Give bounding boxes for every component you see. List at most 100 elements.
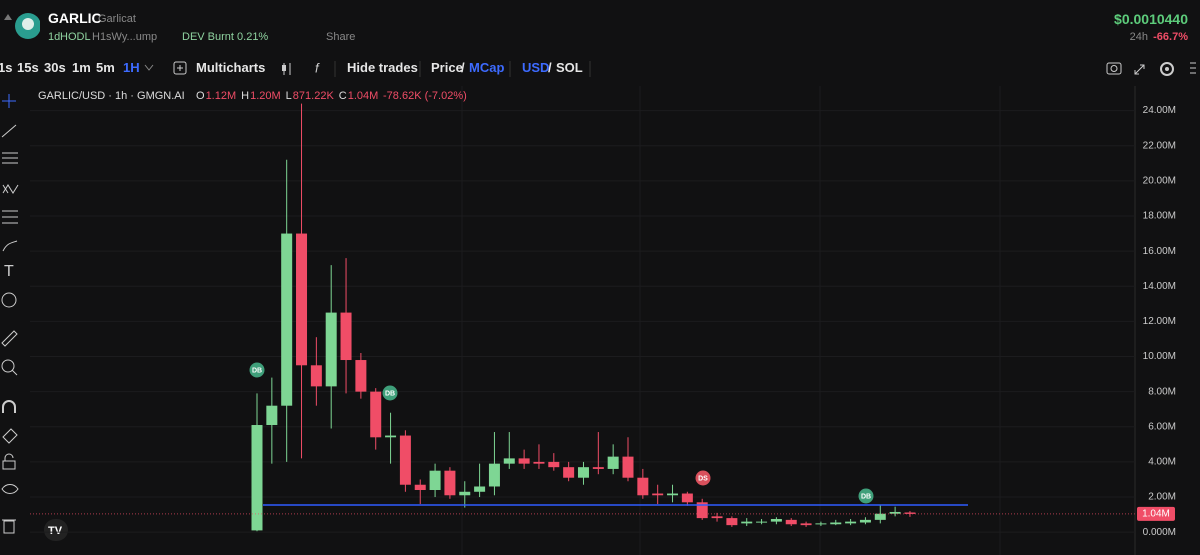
- last-price-label: 1.04M: [1142, 509, 1170, 520]
- y-tick-label: 24.00M: [1143, 105, 1176, 116]
- trade-marker: [249, 362, 265, 378]
- interval[interactable]: 5m: [96, 60, 115, 75]
- candle-body: [815, 523, 827, 525]
- candle-body: [488, 463, 500, 487]
- candle-body: [904, 512, 916, 514]
- candle-body: [266, 405, 278, 426]
- candle-body: [310, 365, 322, 387]
- candle-body: [785, 519, 797, 525]
- token-name: GARLIC: [48, 10, 102, 26]
- trade-marker-label: DB: [252, 367, 262, 374]
- candle-body: [874, 513, 886, 520]
- candle-body: [340, 312, 352, 361]
- interval[interactable]: 30s: [44, 60, 66, 75]
- candle-body: [830, 522, 842, 525]
- y-tick-label: 8.00M: [1148, 386, 1176, 397]
- candle-body: [399, 435, 411, 485]
- candle-body: [577, 467, 589, 478]
- candle-body: [756, 521, 768, 523]
- candle-body: [889, 511, 901, 514]
- candle-body: [592, 467, 604, 469]
- share[interactable]: Share: [326, 31, 356, 43]
- candle-body: [637, 477, 649, 496]
- y-tick-label: 2.00M: [1148, 492, 1176, 503]
- mcap-toggle[interactable]: MCap: [469, 60, 505, 75]
- y-tick-label: 6.00M: [1148, 421, 1176, 432]
- y-tick-label: 16.00M: [1143, 246, 1176, 257]
- change: -66.7%: [1153, 31, 1188, 43]
- candle-body: [325, 312, 337, 387]
- legend-key: H: [241, 90, 249, 102]
- candle-body: [370, 391, 382, 438]
- trade-marker-label: DB: [861, 493, 871, 500]
- interval-active[interactable]: 1H: [123, 60, 140, 75]
- candle-body: [444, 470, 456, 496]
- svg-text:T: T: [4, 263, 14, 280]
- dev-status: DEV Burnt 0.21%: [182, 31, 269, 43]
- y-tick-label: 20.00M: [1143, 175, 1176, 186]
- candle-body: [296, 233, 308, 366]
- separator: /: [461, 60, 465, 75]
- trade-marker: [382, 385, 398, 401]
- candle-body: [652, 493, 664, 496]
- y-tick-label: 4.00M: [1148, 457, 1176, 468]
- price-toggle[interactable]: Price: [431, 60, 463, 75]
- candle-body: [548, 461, 560, 468]
- candle-body: [414, 484, 426, 491]
- header-icons: [4, 13, 40, 39]
- sol-toggle[interactable]: SOL: [556, 60, 583, 75]
- svg-text:f: f: [315, 60, 320, 75]
- trade-marker-label: DB: [385, 390, 395, 397]
- y-tick-label: 14.00M: [1143, 281, 1176, 292]
- drawing-tools: T: [1, 94, 19, 534]
- last-price-tag: [1137, 506, 1175, 521]
- multicharts[interactable]: Multicharts: [196, 60, 266, 75]
- y-tick-label: 10.00M: [1143, 351, 1176, 362]
- candle-body: [667, 493, 679, 496]
- candle-body: [503, 458, 515, 464]
- interval[interactable]: 15s: [17, 60, 39, 75]
- candle-body: [429, 470, 441, 491]
- candle-body: [518, 458, 530, 464]
- candle-body: [696, 502, 708, 519]
- legend-value: 1.04M: [348, 90, 379, 102]
- candle-body: [859, 519, 871, 523]
- change-period: 24h: [1129, 31, 1148, 43]
- trade-marker: [695, 470, 711, 486]
- legend-key: L: [286, 90, 292, 102]
- legend-key: O: [196, 90, 205, 102]
- candle-body: [251, 425, 263, 531]
- interval[interactable]: 1m: [72, 60, 91, 75]
- candle-body: [726, 518, 738, 526]
- candle-body: [355, 360, 367, 392]
- legend-change: -78.62K (-7.02%): [383, 90, 467, 102]
- candle-body: [607, 456, 619, 469]
- trade-marker: [858, 488, 874, 504]
- token-age: 1d: [48, 31, 61, 43]
- usd-toggle[interactable]: USD: [522, 60, 550, 75]
- y-tick-label: 12.00M: [1143, 316, 1176, 327]
- price: $0.0010440: [1114, 11, 1188, 27]
- svg-text:TV: TV: [48, 525, 63, 537]
- candle-body: [681, 493, 693, 503]
- candle-body: [741, 521, 753, 524]
- legend-key: C: [339, 90, 347, 102]
- legend-value: 1.20M: [250, 90, 281, 102]
- legend-value: 1.12M: [206, 90, 237, 102]
- hodl: HODL: [60, 31, 91, 43]
- address[interactable]: H1sWy...ump: [92, 31, 158, 43]
- candle-body: [711, 516, 723, 519]
- interval[interactable]: 1s: [0, 60, 13, 75]
- separator: /: [548, 60, 552, 75]
- candle-body: [459, 491, 471, 496]
- candle-body: [770, 518, 782, 522]
- candle-body: [800, 523, 812, 526]
- hide-trades[interactable]: Hide trades: [347, 60, 418, 75]
- y-tick-label: 22.00M: [1143, 140, 1176, 151]
- legend-value: 871.22K: [293, 90, 335, 102]
- candle-body: [385, 435, 397, 438]
- candle-body: [474, 486, 486, 492]
- candle-body: [622, 456, 634, 478]
